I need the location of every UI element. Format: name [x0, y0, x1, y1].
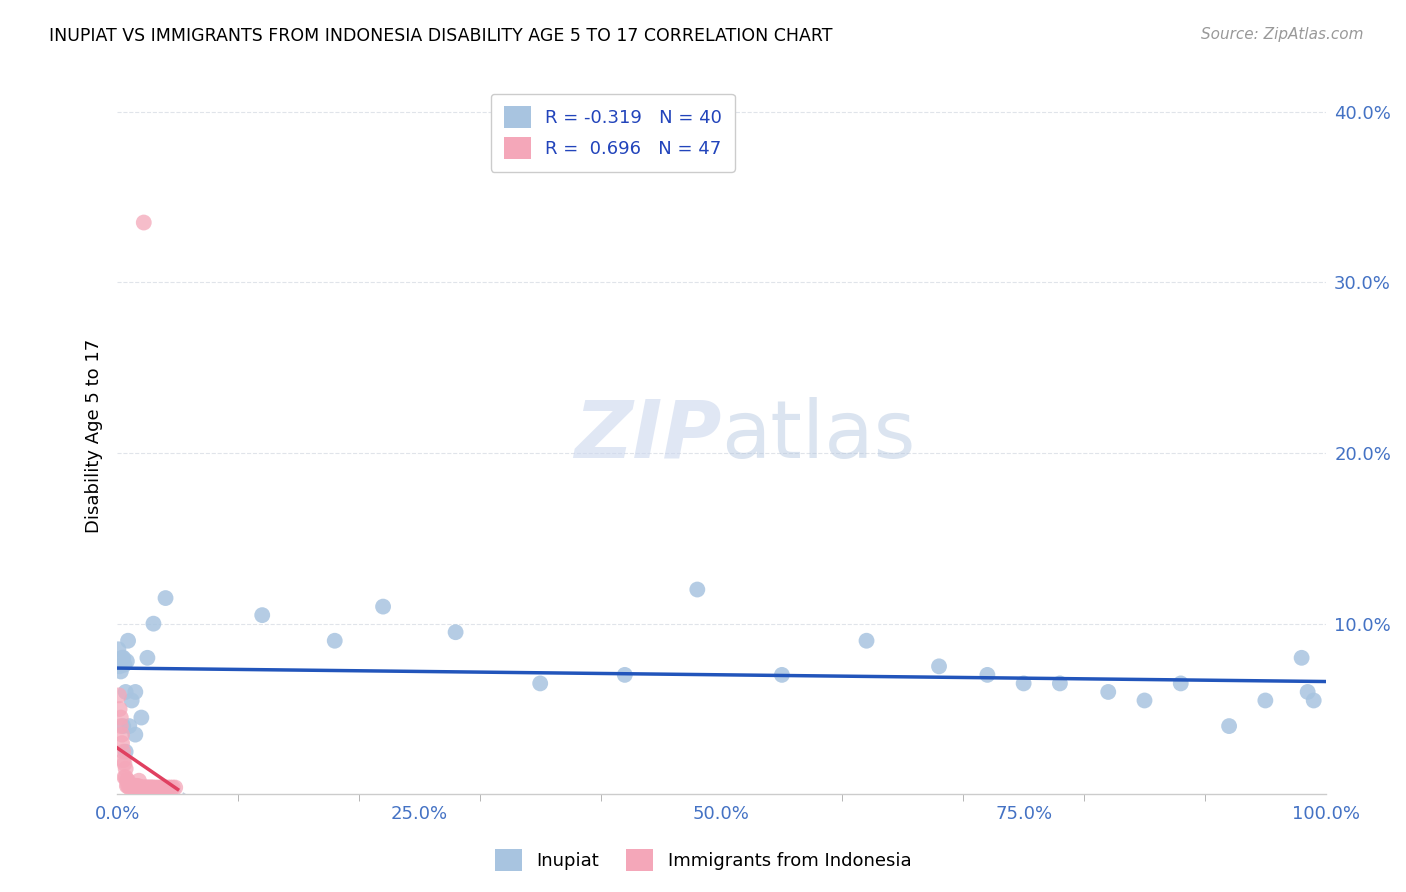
Point [111, 650, 134, 665]
Text: atlas: atlas [721, 397, 915, 475]
Point [131, 780, 153, 795]
Point [121, 693, 143, 707]
Point [1012, 676, 1035, 690]
Point [1254, 693, 1277, 707]
Point [117, 773, 139, 788]
Point [115, 779, 138, 793]
Point [112, 719, 135, 733]
Point [165, 780, 187, 795]
Point [122, 779, 145, 793]
Point [124, 779, 146, 793]
Point [371, 599, 394, 614]
Legend: Inupiat, Immigrants from Indonesia: Inupiat, Immigrants from Indonesia [488, 842, 918, 879]
Point [155, 780, 177, 795]
Point [149, 780, 172, 795]
Point [112, 753, 135, 767]
Point [124, 728, 146, 742]
Point [111, 736, 134, 750]
Point [142, 616, 165, 631]
Point [1302, 693, 1324, 707]
Point [114, 762, 136, 776]
Point [117, 633, 139, 648]
Point [125, 779, 148, 793]
Point [108, 702, 131, 716]
Point [138, 780, 160, 795]
Point [127, 779, 149, 793]
Point [770, 668, 793, 682]
Point [108, 689, 131, 703]
Point [118, 780, 141, 795]
Point [117, 779, 139, 793]
Point [928, 659, 950, 673]
Legend: R = -0.319   N = 40, R =  0.696   N = 47: R = -0.319 N = 40, R = 0.696 N = 47 [491, 94, 734, 172]
Point [131, 780, 153, 795]
Point [115, 773, 138, 788]
Point [148, 780, 170, 795]
Point [1049, 676, 1071, 690]
Point [114, 745, 136, 759]
Point [139, 780, 162, 795]
Point [529, 676, 551, 690]
Point [134, 780, 156, 795]
Point [115, 654, 138, 668]
Point [128, 773, 150, 788]
Text: INUPIAT VS IMMIGRANTS FROM INDONESIA DISABILITY AGE 5 TO 17 CORRELATION CHART: INUPIAT VS IMMIGRANTS FROM INDONESIA DIS… [49, 27, 832, 45]
Point [1218, 719, 1240, 733]
Point [1291, 650, 1313, 665]
Point [613, 668, 636, 682]
Point [118, 719, 141, 733]
Point [152, 780, 174, 795]
Text: ZIP: ZIP [574, 397, 721, 475]
Point [976, 668, 998, 682]
Point [136, 650, 159, 665]
Point [162, 780, 184, 795]
Point [131, 710, 153, 724]
Point [124, 685, 146, 699]
Point [112, 745, 135, 759]
Point [114, 657, 136, 672]
Point [855, 633, 877, 648]
Point [114, 756, 136, 771]
Point [129, 780, 152, 795]
Point [107, 642, 129, 657]
Point [110, 665, 132, 679]
Point [159, 780, 181, 795]
Point [1296, 685, 1319, 699]
Point [132, 215, 155, 229]
Point [111, 728, 134, 742]
Point [1170, 676, 1192, 690]
Point [114, 770, 136, 784]
Point [145, 780, 167, 795]
Point [114, 770, 136, 784]
Y-axis label: Disability Age 5 to 17: Disability Age 5 to 17 [86, 339, 103, 533]
Point [156, 780, 179, 795]
Point [122, 779, 145, 793]
Point [1097, 685, 1119, 699]
Point [120, 779, 142, 793]
Point [323, 633, 346, 648]
Point [121, 779, 143, 793]
Point [114, 685, 136, 699]
Text: Source: ZipAtlas.com: Source: ZipAtlas.com [1201, 27, 1364, 42]
Point [444, 625, 467, 640]
Point [110, 719, 132, 733]
Point [155, 591, 177, 605]
Point [141, 780, 163, 795]
Point [112, 650, 135, 665]
Point [686, 582, 709, 597]
Point [132, 780, 155, 795]
Point [1133, 693, 1156, 707]
Point [252, 608, 274, 623]
Point [108, 659, 131, 673]
Point [110, 710, 132, 724]
Point [139, 780, 162, 795]
Point [142, 780, 165, 795]
Point [135, 780, 157, 795]
Point [136, 780, 159, 795]
